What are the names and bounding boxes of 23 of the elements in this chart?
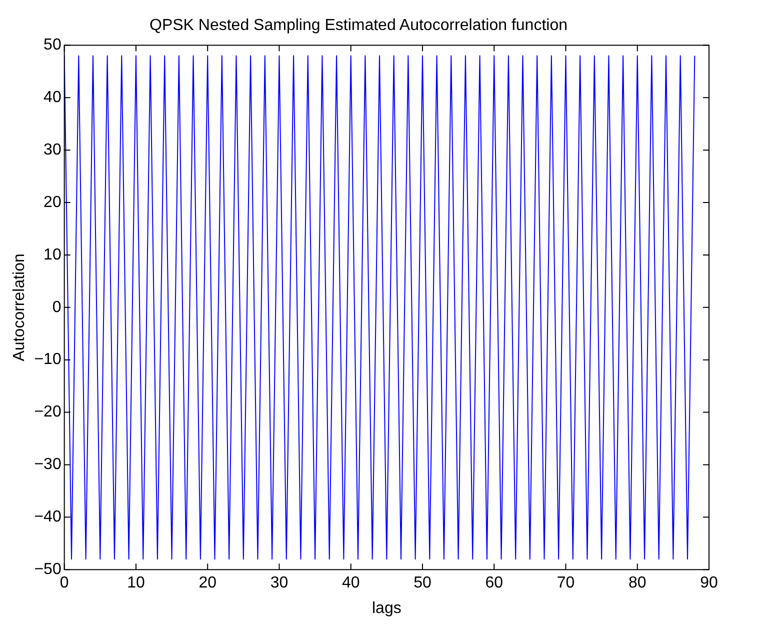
y-tick-label: 0 [52, 298, 62, 316]
x-tick-label: 80 [628, 574, 646, 592]
y-tick-label: 10 [44, 246, 62, 264]
x-tick-label: 50 [414, 574, 432, 592]
y-tick-label: 50 [44, 36, 62, 54]
y-axis-title: Autocorrelation [11, 254, 28, 362]
x-tick-label: 90 [700, 574, 718, 592]
y-tick-label: −30 [34, 456, 62, 474]
x-tick-label: 30 [270, 574, 288, 592]
x-tick-label: 60 [485, 574, 504, 592]
y-tick-label: 40 [44, 89, 62, 106]
x-tick-label: 70 [556, 574, 575, 592]
x-axis-title: lags [372, 600, 402, 617]
y-tick-label: −10 [34, 351, 62, 368]
y-tick-label: 20 [44, 194, 62, 211]
y-tick-label: −40 [34, 508, 62, 526]
x-tick-label: 40 [342, 574, 360, 592]
chart-title: QPSK Nested Sampling Estimated Autocorrelation function [150, 17, 568, 34]
x-tick-label: 20 [198, 574, 217, 592]
y-tick-label: −50 [34, 561, 62, 578]
y-tick-label: 30 [44, 141, 62, 158]
x-tick-label: 10 [127, 574, 145, 592]
y-tick-label: −20 [34, 404, 62, 421]
